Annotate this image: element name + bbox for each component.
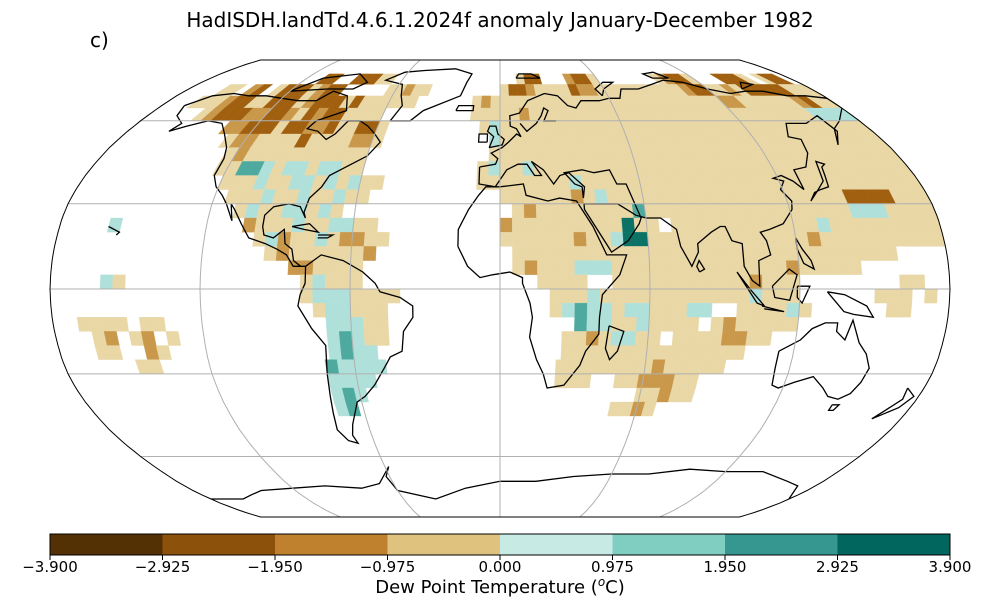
anomaly-cell [353, 387, 369, 403]
coastline-28 [640, 71, 669, 79]
anomaly-cell [376, 232, 390, 247]
graticule [50, 60, 950, 517]
anomaly-cell [370, 175, 385, 190]
coastline-4 [604, 325, 625, 361]
anomaly-cell [156, 345, 172, 360]
colorbar-segment [725, 534, 838, 555]
anomaly-cell [345, 401, 362, 417]
coastline-13 [761, 305, 785, 313]
coastline-2 [297, 254, 414, 445]
coastline-22 [317, 234, 336, 239]
colorbar-segment [837, 534, 950, 555]
coastline-20 [696, 259, 706, 273]
anomaly-cell [883, 246, 899, 261]
anomaly-cell [640, 401, 657, 417]
colorbar-tick-label: −3.900 [22, 558, 78, 576]
colorbar-tick-label: −1.950 [247, 558, 303, 576]
anomaly-cell [897, 302, 913, 318]
colorbar-segment [387, 534, 500, 555]
map-outline [49, 59, 951, 518]
world-map [49, 59, 951, 518]
map-title: HadISDH.landTd.4.6.1.2024f anomaly Janua… [186, 8, 814, 32]
coastlines [108, 68, 915, 500]
coastline-17 [771, 318, 870, 400]
colorbar-segment [612, 534, 725, 555]
coastline-21 [291, 223, 321, 234]
colorbar-tick-label: 0.975 [591, 558, 634, 576]
anomaly-cell [362, 246, 377, 261]
coastline-14 [796, 285, 811, 305]
coastline-5 [478, 79, 843, 288]
colorbar-tick-label: 3.900 [928, 558, 972, 576]
coastline-3 [457, 183, 628, 389]
anomaly-cell [106, 345, 124, 360]
anomaly-cell [165, 331, 181, 346]
colorbar-segment [500, 534, 613, 555]
coastline-27 [515, 73, 541, 79]
coastline-23 [108, 225, 121, 236]
anomaly-cell [848, 260, 863, 275]
coastline-25 [289, 73, 369, 92]
coastline-1 [383, 68, 473, 122]
coastline-10 [810, 160, 830, 202]
colorbar-label: Dew Point Temperature (oC) [375, 575, 625, 598]
anomaly-cell [404, 95, 420, 109]
coastline-18 [827, 404, 841, 412]
colorbar-tick-label: −2.925 [134, 558, 191, 576]
coastline-19 [871, 387, 915, 420]
colorbar-tick-label: 2.925 [816, 558, 859, 576]
anomaly-cell [730, 345, 746, 360]
colorbar-segment [162, 534, 275, 555]
panel-label: c) [90, 28, 109, 52]
coastline-7 [486, 125, 505, 149]
anomaly-cell [376, 331, 390, 346]
colorbar-segment [50, 534, 163, 555]
coastline-29 [739, 81, 755, 90]
coastline-9 [455, 104, 475, 112]
anomaly-cell [679, 387, 696, 403]
coastline-12 [771, 268, 798, 302]
anomaly-cell [757, 331, 773, 346]
colorbar-tick-label: −0.975 [359, 558, 416, 576]
colorbar-segment [275, 534, 388, 555]
coastline-24 [211, 466, 799, 500]
anomaly-cell [418, 84, 433, 96]
coastline-0 [168, 90, 382, 267]
coastline-6 [519, 107, 556, 133]
coastline-15 [826, 291, 875, 319]
colorbar-tick-label: 0.000 [478, 558, 522, 576]
colorbar-tick-label: 1.950 [703, 558, 747, 576]
coastline-26 [594, 81, 615, 97]
coastline-8 [477, 133, 489, 143]
